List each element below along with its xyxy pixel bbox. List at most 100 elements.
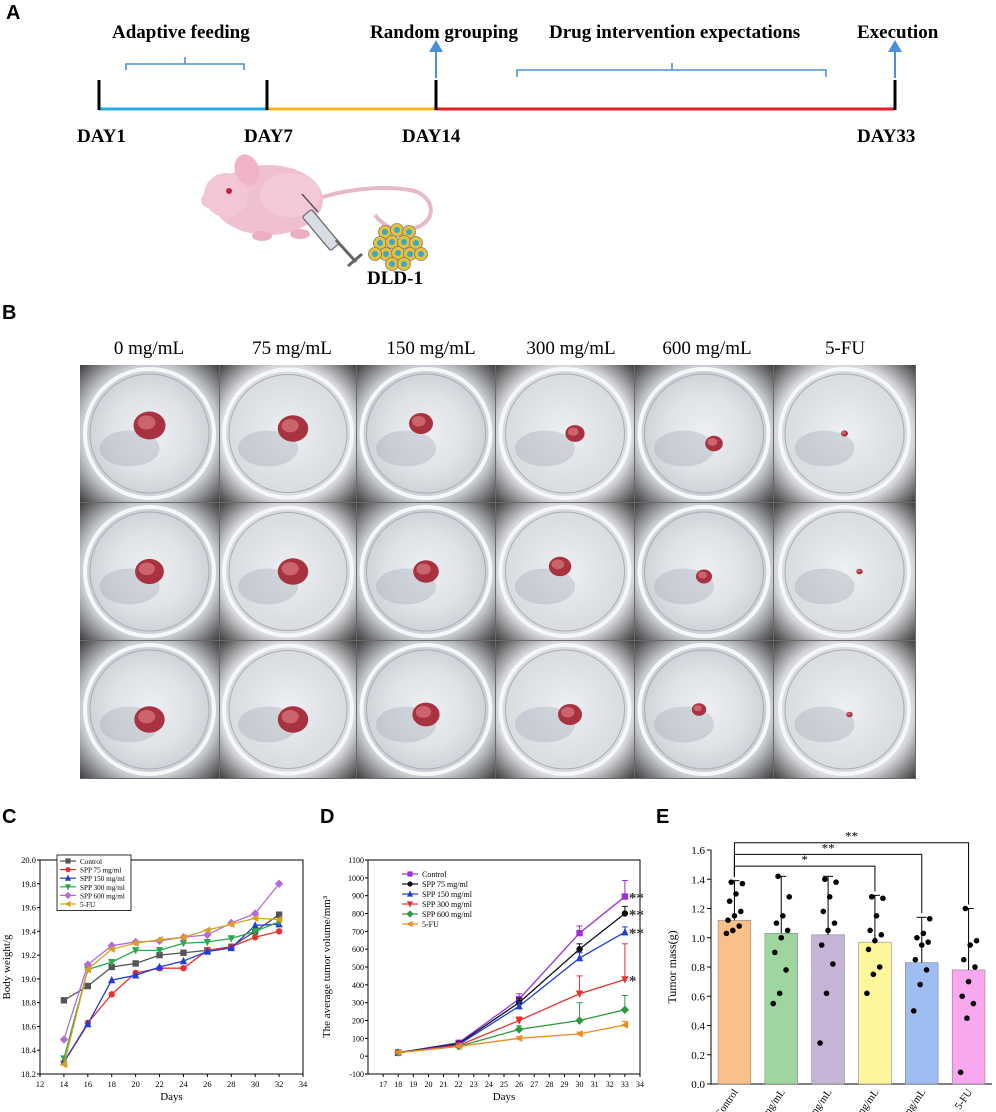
y-tick-label: 20.0 — [21, 855, 36, 865]
data-point — [917, 981, 923, 988]
data-point — [514, 1034, 523, 1043]
data-point — [621, 893, 629, 900]
dish-graphic — [637, 367, 771, 500]
tumor-highlight — [138, 710, 156, 724]
data-point — [131, 939, 139, 947]
y-tick-label: 700 — [352, 927, 364, 936]
petri-dish-rim — [498, 367, 632, 500]
tumor-highlight — [281, 419, 299, 433]
x-tick-label: 33 — [621, 1080, 629, 1089]
data-point — [620, 1005, 630, 1014]
data-point — [920, 930, 927, 937]
x-tick-label: 5-FU — [953, 1087, 975, 1112]
x-tick-label: 18 — [394, 1080, 402, 1089]
data-point — [731, 913, 738, 919]
y-tick-label: 1.6 — [691, 845, 705, 857]
series-line — [398, 1024, 626, 1054]
phase-drug-intervention: Drug intervention expectations — [549, 22, 801, 43]
y-axis-label: Tumor mass(g) — [665, 930, 679, 1003]
data-point — [972, 964, 978, 970]
intervention-brace — [516, 63, 827, 77]
tumor-cell-nucleus-1 — [394, 227, 400, 233]
data-point — [970, 1000, 977, 1007]
y-tick-label: 1.4 — [691, 874, 705, 886]
y-tick-label: 18.8 — [21, 998, 36, 1008]
petri-dish-rim — [778, 643, 911, 776]
tumor-highlight — [847, 712, 851, 716]
data-point — [131, 971, 140, 979]
petri-dish-rim — [83, 643, 216, 776]
data-point — [84, 1019, 92, 1028]
data-point — [227, 920, 235, 928]
significance-mark: ** — [845, 830, 858, 844]
tumor-cell-nucleus-8 — [395, 250, 401, 256]
y-tick-label: 18.4 — [21, 1045, 37, 1055]
data-point — [83, 965, 92, 974]
series-line — [63, 917, 280, 1065]
data-point — [227, 935, 235, 943]
dish-photo — [80, 503, 219, 640]
phase-adaptive-feeding: Adaptive feeding — [112, 22, 250, 43]
data-point — [960, 956, 967, 963]
y-tick-label: 800 — [352, 910, 364, 919]
bar — [905, 962, 939, 1085]
petri-dish-inner-rim — [366, 649, 486, 770]
petri-dish-inner-rim — [644, 511, 764, 632]
petri-dish-inner-rim — [505, 373, 625, 494]
dish-photo — [357, 641, 495, 778]
data-point — [880, 895, 886, 902]
tumor-cell-nucleus-6 — [413, 240, 419, 246]
col-header-150: 150 mg/mL — [386, 338, 476, 359]
data-point — [780, 913, 786, 919]
data-point — [406, 890, 414, 897]
tumor-cell-nucleus-9 — [407, 251, 413, 257]
dish-graphic — [778, 505, 911, 638]
y-tick-label: 200 — [352, 1017, 364, 1026]
x-tick-label: 17 — [379, 1080, 387, 1089]
x-tick-label: 32 — [275, 1079, 284, 1089]
tumor-highlight — [551, 559, 565, 570]
data-point — [406, 910, 414, 918]
dish-photo — [496, 641, 634, 778]
x-tick-label: SPP 300 mg/mL — [833, 1087, 882, 1112]
grouping-arrow-icon — [429, 40, 443, 52]
data-point — [925, 939, 931, 945]
dish-shadow — [99, 430, 160, 467]
y-tick-label: 19.0 — [21, 974, 36, 984]
data-point — [156, 951, 163, 959]
tumor-volume-chart: 17 18 19 20 21 22 23 24 25 26 27 28 29 30 31 32 33 34 -100… — [321, 856, 644, 1103]
significance-mark: ** — [822, 840, 835, 855]
data-point — [621, 928, 629, 936]
x-tick-label: 24 — [485, 1080, 493, 1089]
dish-shadow — [376, 430, 436, 467]
legend-label: SPP 600 mg/ml — [422, 910, 473, 919]
tumor-highlight — [857, 569, 861, 573]
data-point — [407, 881, 413, 887]
petri-dish-inner-rim — [89, 373, 210, 494]
series-1 — [60, 928, 283, 1066]
data-point — [179, 933, 187, 941]
data-point — [775, 873, 781, 880]
series-0 — [60, 911, 283, 1004]
legend-label: Control — [422, 870, 447, 879]
day-label-1: DAY1 — [77, 126, 126, 147]
petri-dish-rim — [498, 643, 632, 776]
x-tick-label: 20 — [131, 1079, 140, 1089]
data-point — [926, 915, 933, 922]
data-point — [728, 879, 735, 885]
data-point — [962, 905, 969, 912]
dish-graphic — [498, 505, 632, 638]
col-header-300: 300 mg/mL — [526, 338, 616, 359]
data-point — [180, 964, 187, 972]
x-tick-label: 19 — [409, 1080, 417, 1089]
data-point — [783, 967, 789, 973]
petri-dish-inner-rim — [784, 373, 905, 494]
bar — [764, 933, 798, 1085]
data-point — [515, 1017, 523, 1025]
tumor-cell-nucleus-12 — [389, 261, 395, 267]
dish-shadow — [794, 568, 855, 605]
y-tick-label: 0 — [360, 1052, 364, 1061]
tumor-highlight — [707, 438, 718, 446]
tumor-cell-nucleus-11 — [418, 251, 424, 257]
